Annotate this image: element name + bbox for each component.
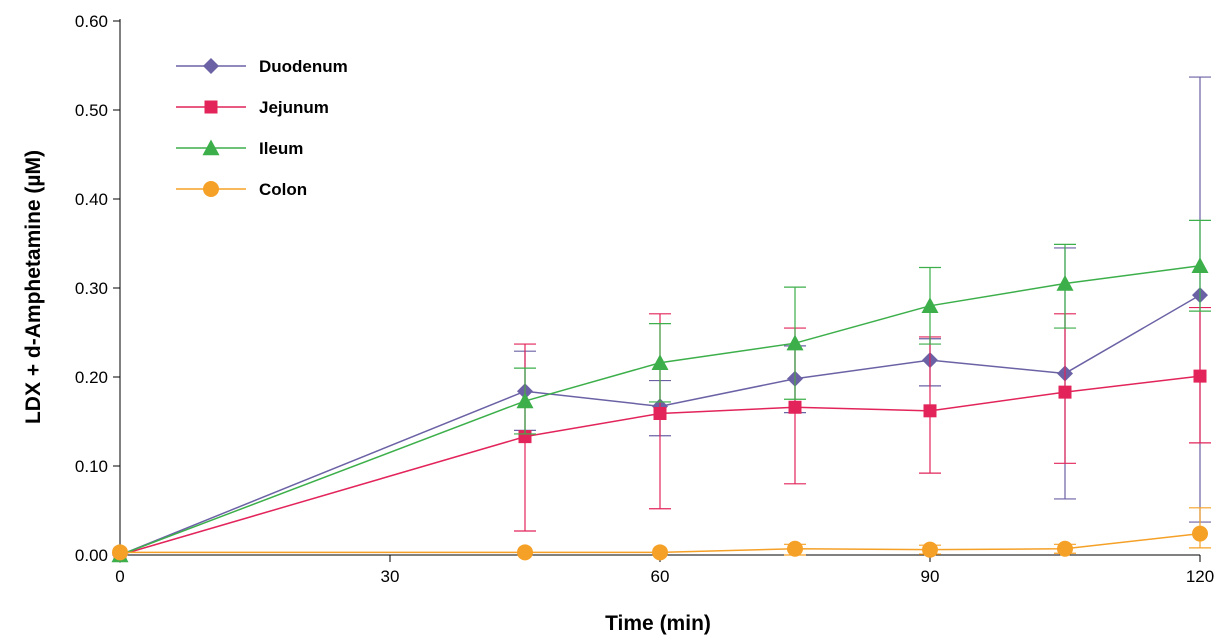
data-point-colon xyxy=(1057,540,1073,557)
series-colon xyxy=(112,507,1211,561)
data-point-jejunum xyxy=(1193,369,1207,383)
y-tick-label: 0.30 xyxy=(75,279,108,298)
legend-marker xyxy=(203,181,219,197)
data-point-ileum xyxy=(651,354,669,370)
data-point-colon xyxy=(922,541,938,558)
x-tick-label: 120 xyxy=(1186,567,1214,586)
y-tick-label: 0.20 xyxy=(75,368,108,387)
legend-item-colon: Colon xyxy=(176,180,307,199)
data-point-ileum xyxy=(921,297,939,314)
x-tick-label: 0 xyxy=(115,567,124,586)
series-layer xyxy=(111,76,1211,563)
data-point-jejunum xyxy=(1058,385,1072,399)
data-point-colon xyxy=(517,544,533,561)
axes: 0.00 0.10 0.20 0.30 0.40 0.50 0.60 0 30 60 90 120 xyxy=(75,12,1214,586)
legend: Duodenum Jejunum Ileum Colon xyxy=(176,57,348,199)
data-point-colon xyxy=(1192,525,1208,542)
data-point-ileum xyxy=(1191,257,1209,273)
data-point-colon xyxy=(652,544,668,561)
y-tick-label: 0.50 xyxy=(75,101,108,120)
legend-marker xyxy=(203,58,219,74)
data-point-ileum xyxy=(786,334,804,351)
y-tick-label: 0.40 xyxy=(75,190,108,209)
y-tick-label: 0.10 xyxy=(75,457,108,476)
x-tick-label: 30 xyxy=(381,567,400,586)
legend-item-duodenum: Duodenum xyxy=(176,57,348,76)
data-point-ileum xyxy=(1056,275,1074,291)
y-tick-label: 0.00 xyxy=(75,546,108,565)
legend-item-jejunum: Jejunum xyxy=(176,98,329,117)
x-tick-label: 90 xyxy=(921,567,940,586)
data-point-jejunum xyxy=(923,404,937,418)
x-tick-label: 60 xyxy=(651,567,670,586)
y-axis-title: LDX + d-Amphetamine (µM) xyxy=(22,150,45,424)
x-axis-title: Time (min) xyxy=(605,612,711,635)
legend-item-ileum: Ileum xyxy=(176,139,303,158)
legend-marker xyxy=(202,139,220,156)
data-point-colon xyxy=(787,540,803,557)
data-point-jejunum xyxy=(788,400,802,414)
series-ileum xyxy=(111,219,1211,563)
data-point-jejunum xyxy=(653,406,667,420)
data-point-ileum xyxy=(516,392,534,409)
legend-label: Colon xyxy=(259,180,307,199)
legend-marker xyxy=(204,100,218,114)
legend-label: Jejunum xyxy=(259,98,329,117)
legend-label: Ileum xyxy=(259,139,303,158)
legend-label: Duodenum xyxy=(259,57,348,76)
data-point-colon xyxy=(112,544,128,561)
y-tick-label: 0.60 xyxy=(75,12,108,31)
series-jejunum xyxy=(113,306,1211,562)
